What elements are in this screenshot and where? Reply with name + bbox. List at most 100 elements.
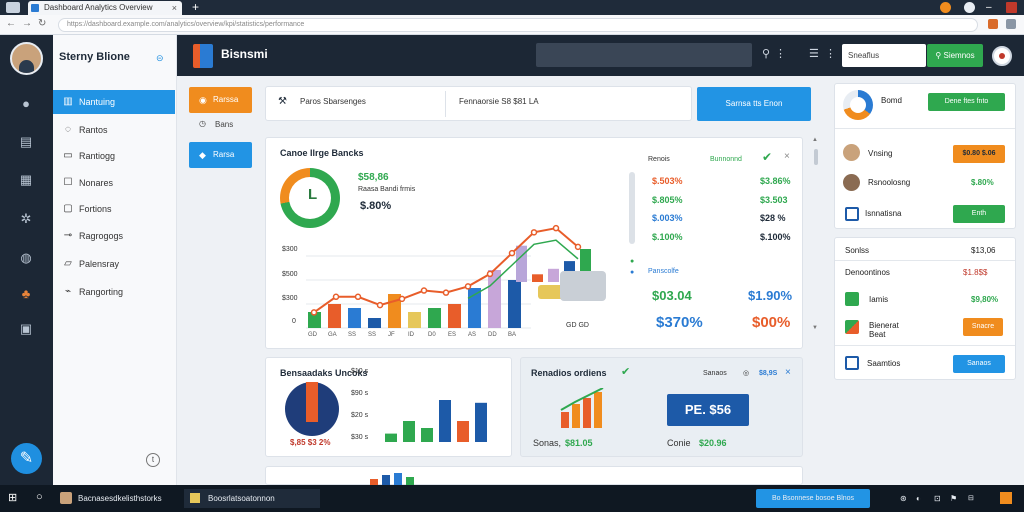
row-value-button[interactable]: $0.80 $.06 xyxy=(953,145,1005,163)
sidebar-item-label: Nantuing xyxy=(79,97,116,107)
row-button[interactable]: Snacre xyxy=(963,318,1003,336)
icon-rail: ● ▤ ▦ ✲ ◍ ♣ ▣ ✎ xyxy=(0,35,53,485)
info-action-button[interactable]: Sarnsa tts Enon xyxy=(697,87,811,121)
menu-icon[interactable] xyxy=(1006,19,1016,29)
tab-close-icon[interactable]: × xyxy=(171,3,177,13)
dashboard-icon[interactable]: ▦ xyxy=(19,172,33,187)
profile-icon[interactable] xyxy=(964,2,975,13)
sidebar-item-label: Rantiogg xyxy=(79,151,116,161)
sidebar-item-4[interactable]: ▢ Fortions xyxy=(53,197,176,221)
x-tick: D0 xyxy=(428,332,436,338)
header-search-button[interactable]: ⚲ Siemnos xyxy=(927,44,983,67)
tray-icon[interactable]: ◐ xyxy=(916,494,921,503)
brand-toggle-icon[interactable]: ⊝ xyxy=(156,53,164,63)
folder-icon: ▭ xyxy=(63,150,73,161)
quick-blue-label: Rarsa xyxy=(213,150,235,159)
notification-tray-icon[interactable] xyxy=(1000,492,1012,504)
reload-icon[interactable]: ↻ xyxy=(38,18,47,29)
hamburger-icon[interactable]: ☰ xyxy=(809,48,819,60)
tools-icon: ⚒ xyxy=(278,96,287,107)
extension-icon[interactable] xyxy=(940,2,951,13)
user-icon[interactable]: ● xyxy=(22,96,30,111)
bookmark-icon[interactable] xyxy=(988,19,998,29)
tray-icon[interactable]: ⊟ xyxy=(968,495,974,502)
taskbar-item[interactable]: Bacnasesdkelisthstorks xyxy=(78,494,162,503)
sidebar-item-2[interactable]: ▭ Rantiogg xyxy=(53,144,176,168)
right-head-mid: Bunnonnd xyxy=(710,156,742,163)
taskbar-item-active[interactable]: Boosrlatsoatonnon xyxy=(184,489,320,508)
url-field[interactable]: https://dashboard.example.com/analytics/… xyxy=(58,18,978,32)
vertical-slider[interactable] xyxy=(629,172,635,244)
taskbar-action-button[interactable]: Bo Bsonnese bosoe Blnos xyxy=(756,489,870,508)
x-tick: SS xyxy=(348,332,357,338)
col1-value: $.503% xyxy=(652,176,683,186)
notification-icon[interactable]: ⚲ xyxy=(762,48,771,60)
chart-bar xyxy=(308,312,321,328)
scrollbar[interactable]: ▲ ▼ xyxy=(812,137,818,331)
badge-stripe xyxy=(306,382,318,422)
kpi-sub: Raasa Bandi frmis xyxy=(358,186,416,193)
legend-label: $20 s xyxy=(351,412,369,419)
sidebar-item-0[interactable]: ▥ Nantuing xyxy=(53,90,175,114)
sidebar-item-1[interactable]: ◌ Rantos xyxy=(53,118,176,142)
settings-icon[interactable]: ✲ xyxy=(20,211,32,226)
forward-icon[interactable]: → xyxy=(22,18,32,29)
chart-bar xyxy=(448,304,461,328)
briefcase-icon[interactable]: ▣ xyxy=(19,321,33,336)
search-icon[interactable]: ○ xyxy=(36,491,43,503)
sidebar: Sterny Blione ⊝ ▥ Nantuing ◌ Rantos ▭ Ra… xyxy=(53,35,177,485)
row-label: Iamis xyxy=(869,295,889,304)
line-point xyxy=(442,289,450,296)
edit-fab-button[interactable]: ✎ xyxy=(11,443,42,474)
tray-icon[interactable]: ⊛ xyxy=(900,494,907,503)
sidebar-item-7[interactable]: ⌁ Rangorting xyxy=(53,280,176,304)
user-avatar[interactable] xyxy=(992,46,1012,66)
window-menu-icon[interactable] xyxy=(6,2,20,13)
quick-blue-button[interactable]: ◆ Rarsa xyxy=(189,142,252,168)
chart-bar xyxy=(439,400,451,442)
header-search-field[interactable]: Sneaflus xyxy=(842,44,926,67)
col1-value: $.100% xyxy=(652,232,683,242)
back-icon[interactable]: ← xyxy=(6,18,16,29)
app-taskbar-icon[interactable] xyxy=(60,492,72,504)
panel-head-button[interactable]: Dene ftes fnto xyxy=(928,93,1005,111)
tray-icon[interactable]: ⚑ xyxy=(950,494,958,503)
quick-orange-button[interactable]: ◉ Rarssa xyxy=(189,87,252,113)
new-tab-button[interactable]: + xyxy=(192,0,200,14)
windows-start-icon[interactable]: ⊞ xyxy=(8,492,18,504)
globe-icon[interactable]: ◍ xyxy=(20,250,32,265)
x-tick: GD xyxy=(308,332,317,338)
team-icon[interactable]: ♣ xyxy=(21,286,31,301)
close-icon[interactable]: × xyxy=(785,367,791,378)
sidebar-item-5[interactable]: ⊸ Ragrogogs xyxy=(53,224,176,248)
line-point xyxy=(508,249,516,257)
app-title: Bisnsmi xyxy=(221,47,268,61)
chart-icon[interactable]: ▤ xyxy=(19,134,33,149)
minimize-icon[interactable]: – xyxy=(986,2,992,13)
browser-tab[interactable]: Dashboard Analytics Overview × xyxy=(28,1,182,15)
avatar[interactable] xyxy=(10,42,43,75)
x-tick: ES xyxy=(448,332,457,338)
help-icon[interactable]: t xyxy=(146,453,160,467)
row-button[interactable]: Sanaos xyxy=(953,355,1005,373)
close-icon[interactable]: × xyxy=(784,151,790,162)
info-left: Paros Sbarsenges xyxy=(300,97,366,106)
sidebar-item-3[interactable]: ☐ Nonares xyxy=(53,171,176,195)
row-button[interactable]: Enth xyxy=(953,205,1005,223)
tab-favicon-icon xyxy=(31,4,39,12)
chart-bar xyxy=(457,421,469,442)
more-icon[interactable]: ⋮ xyxy=(775,48,786,60)
box-icon: ▢ xyxy=(63,203,73,214)
kebab-icon[interactable]: ⋮ xyxy=(825,48,836,60)
x-tick: SS xyxy=(368,332,377,338)
close-window-icon[interactable] xyxy=(1006,2,1017,13)
chart-bar xyxy=(516,245,527,282)
tray-icon[interactable]: ⊡ xyxy=(934,494,941,503)
mid-right-label: Sanaos xyxy=(703,370,727,377)
sidebar-item-6[interactable]: ▱ Palensray xyxy=(53,252,176,276)
global-search-input[interactable] xyxy=(536,43,752,67)
taskbar: ⊞ ○ Bacnasesdkelisthstorks Boosrlatsoato… xyxy=(0,485,1024,512)
chat-icon: ◌ xyxy=(65,124,71,135)
quick-plain-link[interactable]: ◷ Bans xyxy=(197,119,233,129)
x-tick: GA xyxy=(328,332,337,338)
